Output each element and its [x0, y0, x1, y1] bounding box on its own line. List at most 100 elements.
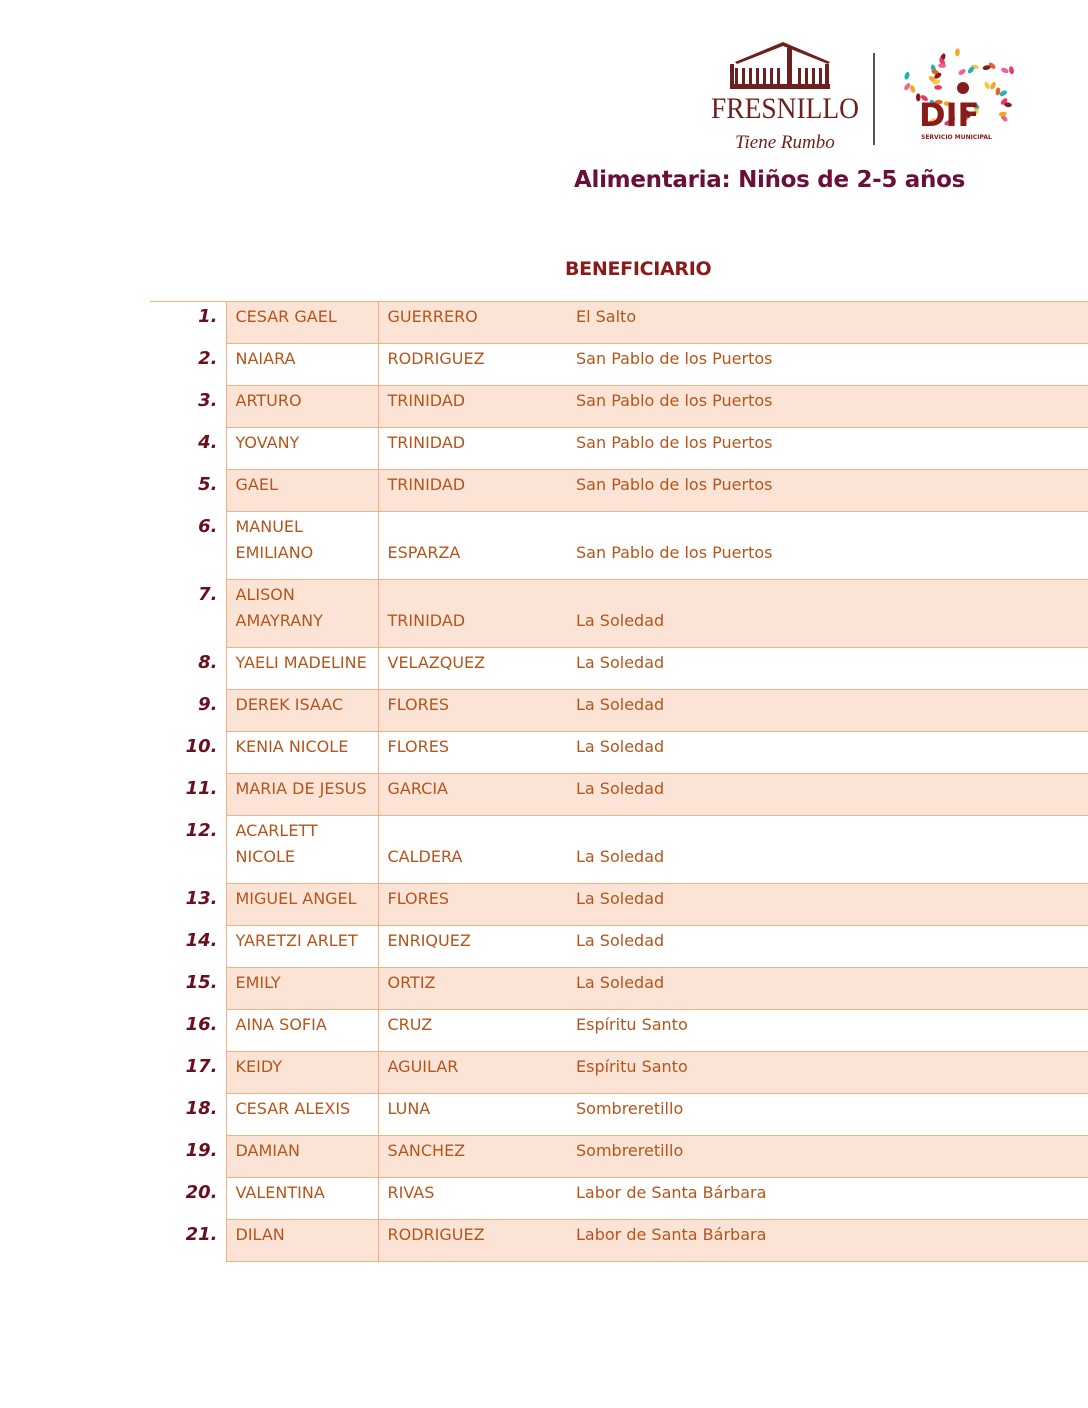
dif-tagline: SERVICIO MUNICIPAL: [921, 134, 992, 141]
locality-cell: La Soledad: [567, 689, 1088, 732]
locality-cell: La Soledad: [567, 815, 1088, 884]
table-row: 13. MIGUEL ANGEL FLORES La Soledad: [150, 883, 1088, 926]
last-name-cell: FLORES: [378, 731, 567, 774]
first-name-cell: YARETZI ARLET: [225, 925, 379, 968]
table-row: 10. KENIA NICOLE FLORES La Soledad: [150, 731, 1088, 774]
table-row: 6. MANUEL EMILIANO ESPARZA San Pablo de los…: [150, 511, 1088, 580]
last-name-cell: TRINIDAD: [378, 427, 567, 470]
dif-wordmark: DIF: [919, 96, 979, 134]
table-row: 2. NAIARA RODRIGUEZ San Pablo de los Puerto…: [150, 343, 1088, 386]
last-name-cell: AGUILAR: [378, 1051, 567, 1094]
row-number: 15.: [185, 971, 218, 993]
last-name-cell: TRINIDAD: [378, 385, 567, 428]
first-name-cell: YAELI MADELINE: [225, 647, 379, 690]
table-row: 8. YAELI MADELINE VELAZQUEZ La Soledad: [150, 647, 1088, 690]
first-name-cell: DEREK ISAAC: [225, 689, 379, 732]
row-number: 1.: [198, 306, 218, 327]
locality-cell: Labor de Santa Bárbara: [567, 1177, 1088, 1220]
row-number: 21.: [185, 1223, 218, 1245]
locality-cell: San Pablo de los Puertos: [567, 385, 1088, 428]
first-name-cell: ACARLETT NICOLE: [225, 815, 379, 884]
locality-cell: San Pablo de los Puertos: [567, 511, 1088, 580]
table-row: 7. ALISON AMAYRANY TRINIDAD La Soledad: [150, 579, 1088, 648]
table-row: 3. ARTURO TRINIDAD San Pablo de los Puertos: [150, 385, 1088, 428]
last-name-cell: RODRIGUEZ: [378, 1219, 567, 1262]
first-name-cell: KEIDY: [225, 1051, 379, 1094]
locality-cell: Espíritu Santo: [567, 1051, 1088, 1094]
first-name-cell: ARTURO: [225, 385, 379, 428]
last-name-cell: RIVAS: [378, 1177, 567, 1220]
last-name-cell: GUERRERO: [378, 302, 567, 344]
fresnillo-tagline: Tiene Rumbo: [735, 132, 835, 153]
row-number: 3.: [198, 389, 218, 411]
locality-cell: San Pablo de los Puertos: [567, 343, 1088, 386]
locality-cell: La Soledad: [567, 883, 1088, 926]
locality-cell: Sombreretillo: [567, 1135, 1088, 1178]
table-row: 15. EMILY ORTIZ La Soledad: [150, 967, 1088, 1010]
locality-cell: La Soledad: [567, 925, 1088, 968]
last-name-cell: ORTIZ: [378, 967, 567, 1010]
last-name-cell: FLORES: [378, 883, 567, 926]
section-heading: BENEFICIARIO: [565, 258, 712, 280]
locality-cell: Labor de Santa Bárbara: [567, 1219, 1088, 1262]
row-number: 19.: [185, 1139, 218, 1161]
first-name-cell: GAEL: [225, 469, 379, 512]
table-row: 9. DEREK ISAAC FLORES La Soledad: [150, 689, 1088, 732]
row-number: 14.: [185, 929, 218, 951]
first-name-cell: MANUEL EMILIANO: [225, 511, 379, 580]
first-name-cell: CESAR ALEXIS: [225, 1093, 379, 1136]
fresnillo-wordmark: FRESNILLO: [711, 92, 859, 125]
table-row: 4. YOVANY TRINIDAD San Pablo de los Puertos: [150, 427, 1088, 470]
locality-cell: La Soledad: [567, 967, 1088, 1010]
table-row: 20. VALENTINA RIVAS Labor de Santa Bárbara: [150, 1177, 1088, 1220]
last-name-cell: TRINIDAD: [378, 469, 567, 512]
locality-cell: Espíritu Santo: [567, 1009, 1088, 1052]
table-row: 12. ACARLETT NICOLE CALDERA La Soledad: [150, 815, 1088, 884]
beneficiary-table: 1. CESAR GAEL GUERRERO El Salto 2. NAIARA RODR…: [150, 302, 1088, 1262]
table-row: 17. KEIDY AGUILAR Espíritu Santo: [150, 1051, 1088, 1094]
last-name-cell: CRUZ: [378, 1009, 567, 1052]
row-number: 5.: [198, 473, 218, 495]
last-name-cell: ESPARZA: [378, 511, 567, 580]
last-name-cell: RODRIGUEZ: [378, 343, 567, 386]
first-name-cell: MIGUEL ANGEL: [225, 883, 379, 926]
last-name-cell: CALDERA: [378, 815, 567, 884]
dif-logo: DIF SERVICIO MUNICIPAL: [904, 48, 1014, 141]
first-name-cell: KENIA NICOLE: [225, 731, 379, 774]
row-number: 7.: [198, 583, 218, 605]
header-logos: FRESNILLO Tiene Rumbo DIF SERVICIO MUNIC…: [705, 38, 1025, 158]
first-name-cell: YOVANY: [225, 427, 379, 470]
last-name-cell: ENRIQUEZ: [378, 925, 567, 968]
last-name-cell: GARCIA: [378, 773, 567, 816]
row-number: 4.: [198, 431, 218, 453]
first-name-cell: MARIA DE JESUS: [225, 773, 379, 816]
table-row: 11. MARIA DE JESUS GARCIA La Soledad: [150, 773, 1088, 816]
first-name-cell: EMILY: [225, 967, 379, 1010]
row-number: 9.: [198, 693, 218, 715]
first-name-cell: DAMIAN: [225, 1135, 379, 1178]
table-row: 5. GAEL TRINIDAD San Pablo de los Puertos: [150, 469, 1088, 512]
last-name-cell: FLORES: [378, 689, 567, 732]
row-number: 2.: [198, 347, 218, 369]
row-number: 20.: [185, 1181, 218, 1203]
fresnillo-logo: FRESNILLO Tiene Rumbo: [711, 42, 859, 153]
page-title: Alimentaria: Niños de 2-5 años: [574, 167, 965, 193]
locality-cell: La Soledad: [567, 579, 1088, 648]
table-top-rule: [150, 301, 1088, 302]
row-number: 16.: [185, 1013, 218, 1035]
row-number: 17.: [185, 1055, 218, 1077]
row-number: 10.: [185, 735, 218, 757]
row-number: 13.: [185, 887, 218, 909]
locality-cell: San Pablo de los Puertos: [567, 469, 1088, 512]
last-name-cell: TRINIDAD: [378, 579, 567, 648]
row-number: 18.: [185, 1097, 218, 1119]
table-row: 19. DAMIAN SANCHEZ Sombreretillo: [150, 1135, 1088, 1178]
first-name-cell: VALENTINA: [225, 1177, 379, 1220]
row-number: 6.: [198, 515, 218, 537]
row-number: 8.: [198, 651, 218, 673]
first-name-cell: NAIARA: [225, 343, 379, 386]
last-name-cell: SANCHEZ: [378, 1135, 567, 1178]
table-row: 14. YARETZI ARLET ENRIQUEZ La Soledad: [150, 925, 1088, 968]
locality-cell: La Soledad: [567, 773, 1088, 816]
row-number: 11.: [185, 777, 218, 799]
